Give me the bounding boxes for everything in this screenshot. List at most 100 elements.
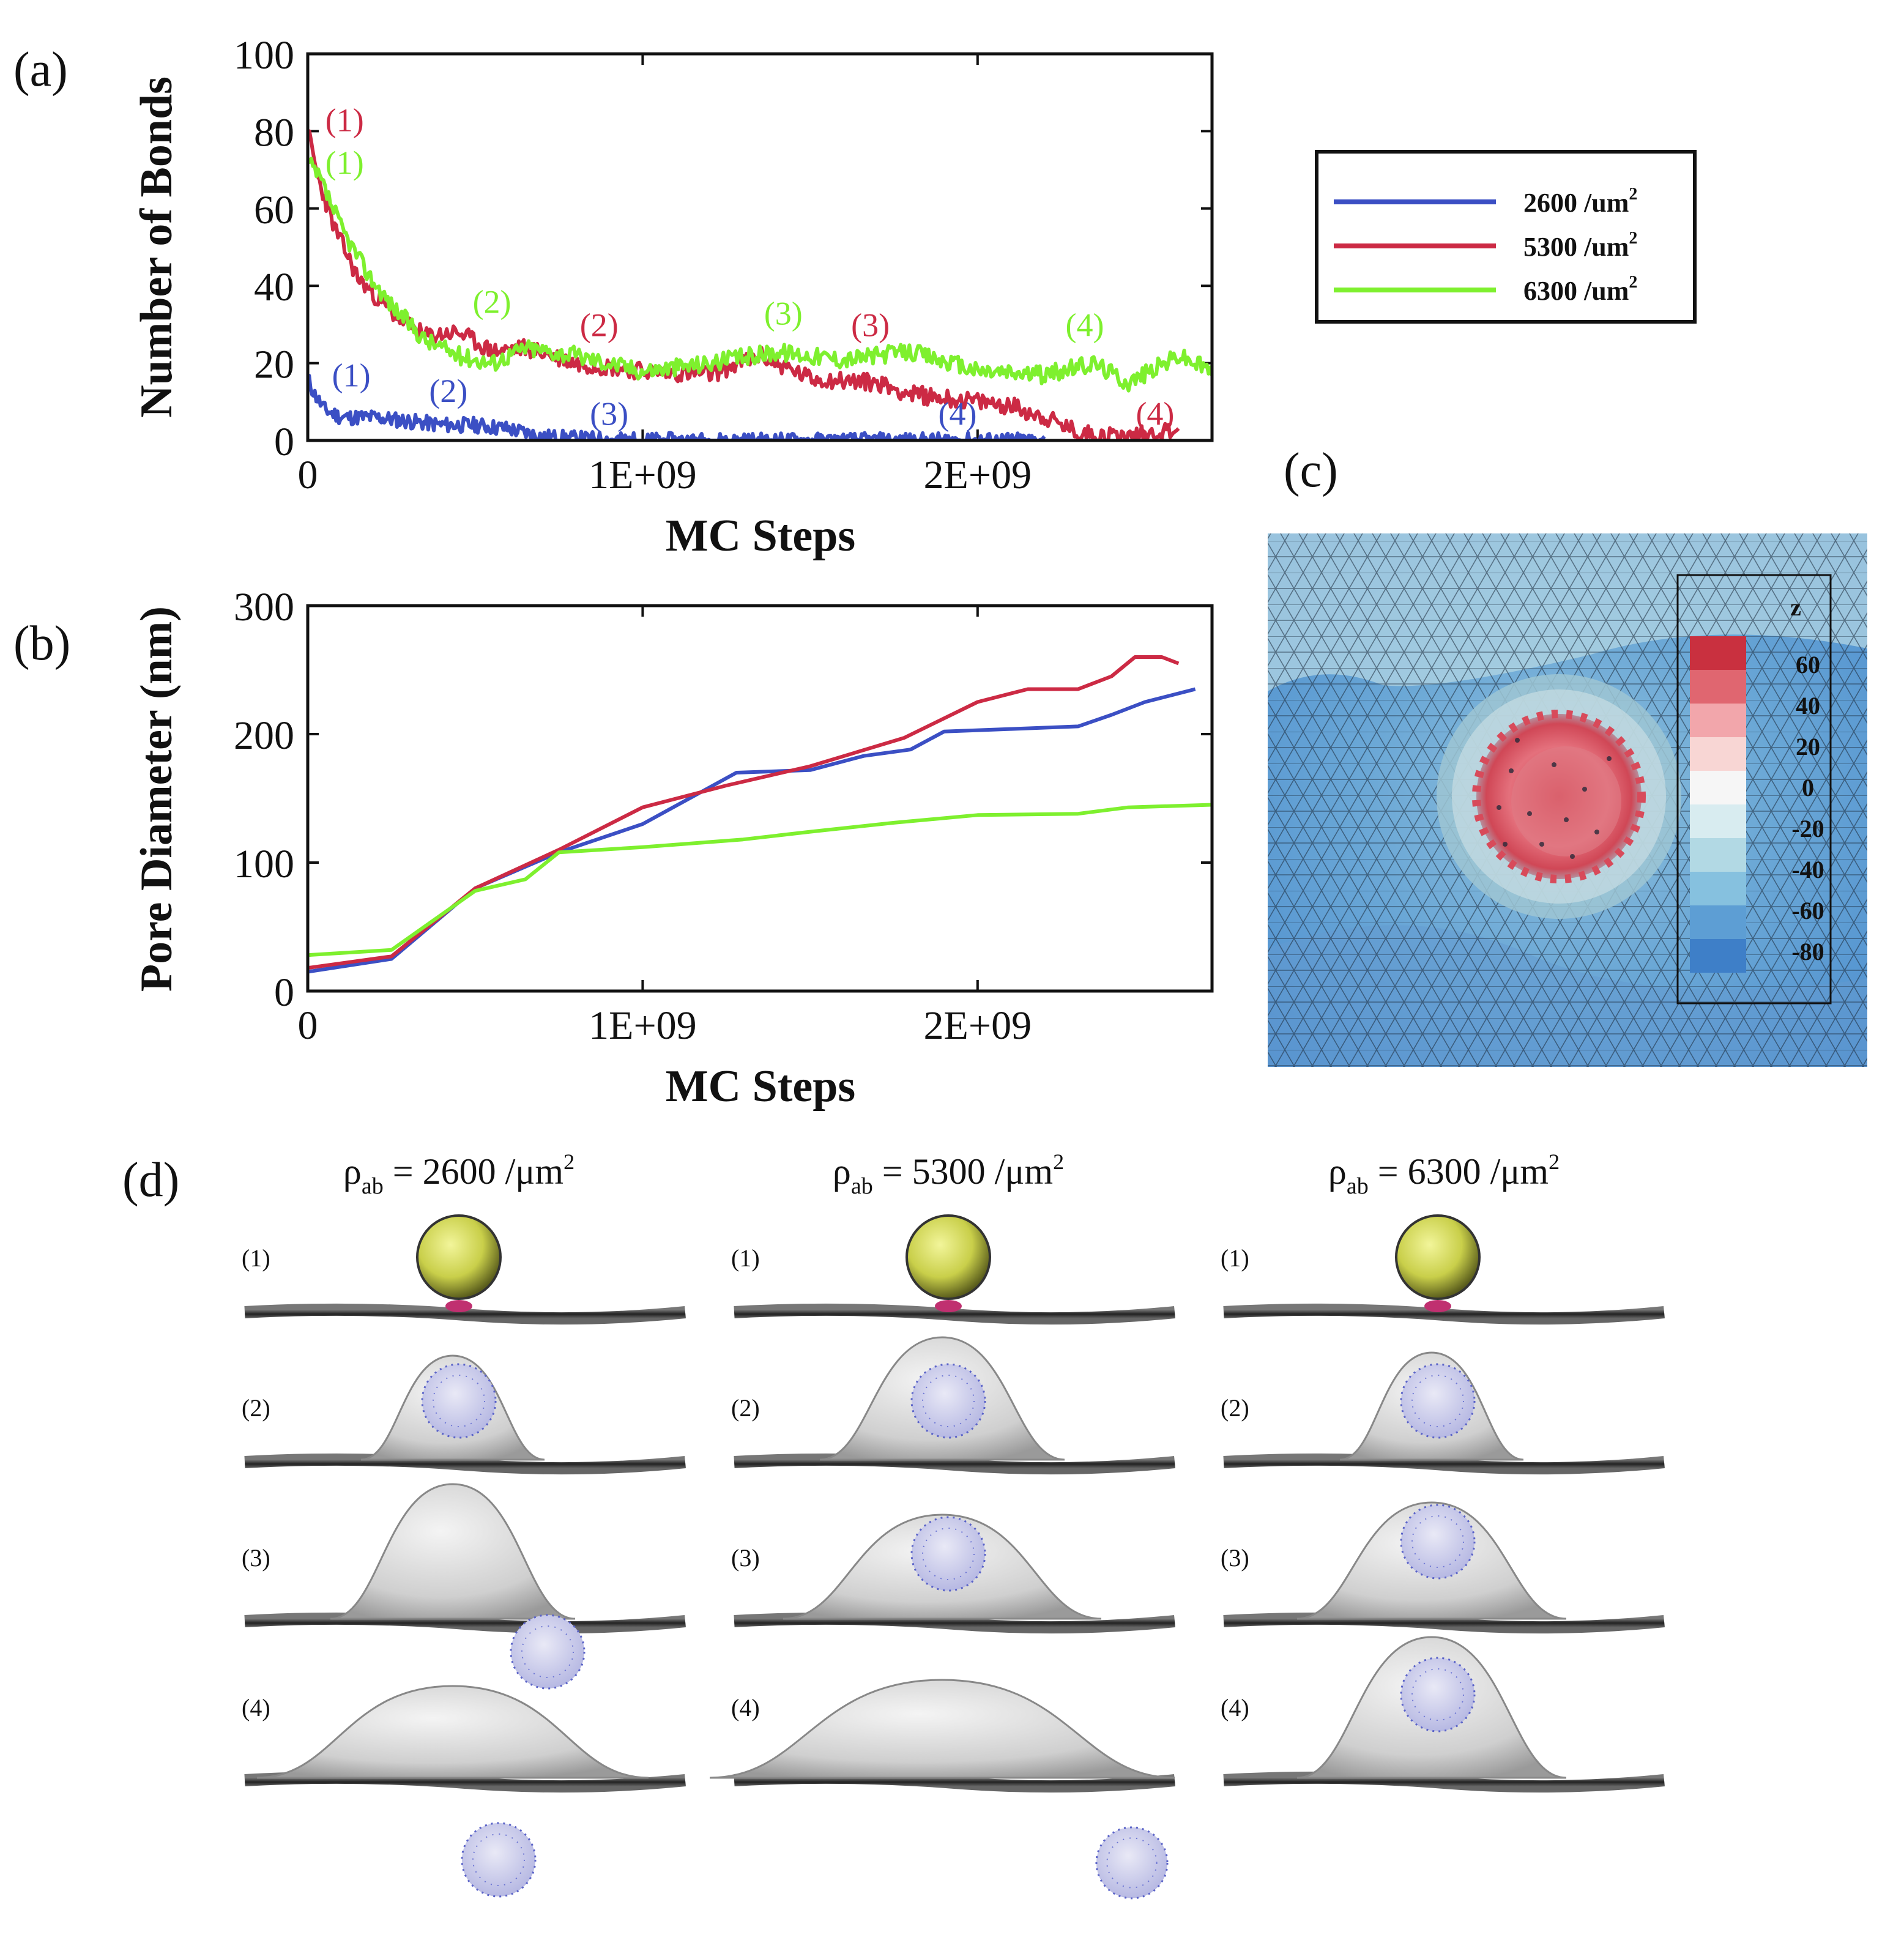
virus-spikes [1106, 1837, 1158, 1889]
y-tick-label: 80 [254, 110, 294, 155]
virus-sphere [1395, 1214, 1481, 1300]
membrane [734, 1303, 1175, 1325]
y-tick-label: 0 [274, 970, 294, 1015]
legend-label: 5300 /um2 [1523, 229, 1637, 262]
height-map-image: z 60 40 20 0 -20 -40 -60 -80 [1268, 533, 1867, 1067]
membrane [1223, 1453, 1665, 1475]
membrane [734, 1612, 1175, 1634]
colorbar-swatch [1690, 704, 1746, 737]
virus-spikes [433, 1375, 485, 1427]
colorbar-tick-label: 20 [1796, 733, 1820, 760]
virus-spikes [521, 1625, 574, 1678]
colorbar-swatch [1690, 939, 1746, 973]
x-tick-label: 2E+09 [924, 453, 1032, 497]
stage-label: (4) [1221, 1694, 1249, 1721]
panel-label-b: (b) [13, 617, 70, 670]
colorbar-frame [1676, 574, 1832, 1005]
stage-label: (4) [242, 1694, 270, 1721]
x-axis-title-a: MC Steps [666, 511, 855, 561]
series-annotation: (3) [590, 396, 628, 433]
column-header: ρab = 5300 /μm2 [833, 1149, 1064, 1199]
stage-label: (1) [242, 1244, 270, 1272]
virus-particle [421, 1363, 497, 1439]
contact-patch [935, 1300, 962, 1312]
stage-label: (1) [731, 1244, 760, 1272]
y-tick-label: 100 [234, 842, 294, 886]
series-line-63002 [308, 157, 1212, 393]
colorbar-tick-label: 60 [1796, 651, 1820, 678]
y-tick-label: 40 [254, 265, 294, 310]
colorbar-title: z [1790, 593, 1801, 621]
series-annotation: (2) [473, 283, 511, 320]
membrane [1223, 1612, 1665, 1634]
virus-spikes [472, 1833, 525, 1886]
colorbar: z 60 40 20 0 -20 -40 -60 -80 [1676, 574, 1832, 1005]
colorbar-tick-label: 0 [1802, 774, 1814, 801]
colorbar-swatch [1690, 905, 1746, 939]
contact-patch [1424, 1300, 1451, 1312]
series-annotation: (3) [851, 306, 890, 343]
x-tick-label: 0 [298, 453, 318, 497]
y-axis-title-a: Number of Bonds [132, 76, 182, 418]
series-line-53002 [308, 655, 1180, 970]
colorbar-swatch [1690, 838, 1746, 872]
chart-b: 0 1E+09 2E+09 0 100 200 300 MC Steps Pore Diam… [132, 585, 1214, 1112]
colorbar-swatch [1690, 670, 1746, 704]
series-annotation: (3) [764, 295, 803, 332]
stage-label: (2) [731, 1394, 760, 1422]
membrane [244, 1771, 686, 1793]
membrane [244, 1303, 686, 1325]
virus-spikes [1411, 1515, 1464, 1568]
chart-a: 0 1E+09 2E+09 0 20 40 60 80 100 (1) (1) (1) (2) (2) (… [132, 33, 1214, 561]
colorbar-tick-label: 40 [1796, 692, 1820, 719]
column-header: ρab = 6300 /μm2 [1328, 1149, 1560, 1199]
membrane-bud [709, 1679, 1175, 1779]
membrane [244, 1612, 686, 1634]
series-annotation: (4) [1136, 396, 1174, 433]
colorbar-tick-label: -40 [1791, 856, 1824, 883]
virus-particle [1400, 1504, 1476, 1580]
colorbar-swatch [1690, 737, 1746, 771]
virus-particle [1400, 1657, 1476, 1733]
y-tick-label: 0 [274, 420, 294, 464]
y-tick-label: 300 [234, 585, 294, 630]
plot-frame-a [306, 52, 1214, 442]
membrane-bud [256, 1685, 649, 1779]
virus-sphere [906, 1214, 991, 1300]
membrane [1223, 1771, 1665, 1793]
panel-label-a: (a) [13, 43, 68, 97]
virus-particle [910, 1363, 986, 1439]
x-axis-title-b: MC Steps [666, 1061, 855, 1112]
series-annotation: (4) [1066, 306, 1104, 343]
stage-label: (4) [731, 1694, 760, 1721]
virus-spikes [1411, 1375, 1464, 1427]
y-tick-label: 20 [254, 343, 294, 387]
x-tick-label: 2E+09 [924, 1003, 1032, 1048]
legend-box [1315, 150, 1697, 324]
legend-label: 6300 /um2 [1523, 273, 1637, 306]
y-tick-label: 200 [234, 713, 294, 758]
series-annotation: (1) [325, 102, 364, 138]
stage-label: (3) [242, 1544, 270, 1572]
membrane [1223, 1303, 1665, 1325]
membrane [734, 1771, 1175, 1793]
stage-label: (2) [1221, 1394, 1249, 1422]
colorbar-swatch [1690, 804, 1746, 838]
series-annotation: (4) [938, 396, 976, 433]
virus-sphere [416, 1214, 502, 1300]
virus-particle [461, 1822, 537, 1898]
virus-spikes [1411, 1668, 1464, 1721]
virus-particle [1400, 1363, 1476, 1439]
panel-label-c: (c) [1284, 444, 1338, 497]
series-annotation: (2) [429, 373, 467, 409]
virus-spikes [922, 1528, 975, 1580]
simulation-snapshots [244, 1214, 1665, 1900]
legend: 2600 /um2 5300 /um2 6300 /um2 [1315, 150, 1697, 324]
contact-patch [445, 1300, 472, 1312]
stage-label: (3) [1221, 1544, 1249, 1572]
x-tick-label: 1E+09 [589, 453, 697, 497]
virus-particle [1095, 1826, 1169, 1900]
series-line-26002 [308, 374, 1046, 440]
x-tick-label: 1E+09 [589, 1003, 697, 1048]
